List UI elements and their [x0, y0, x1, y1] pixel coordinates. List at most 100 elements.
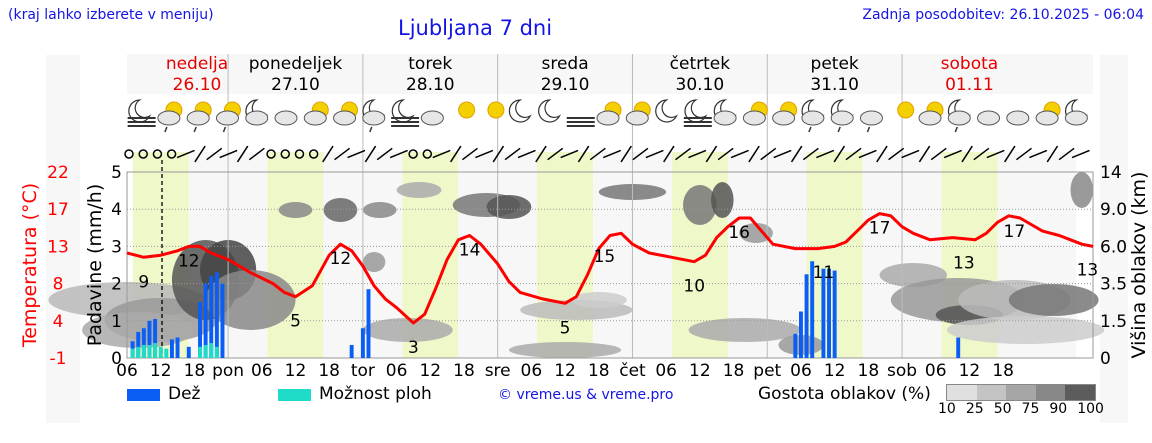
calm-wind-icon	[166, 149, 177, 159]
wind-barb-icon	[632, 147, 649, 161]
daylight-band	[536, 152, 594, 358]
shower-bar	[153, 343, 158, 358]
hour-tick: 12	[419, 361, 441, 381]
hour-tick: 18	[318, 361, 340, 381]
plot-border	[126, 171, 1094, 359]
wind-barb-icon	[802, 147, 819, 161]
rain-bar	[956, 337, 961, 358]
cloud-density-blob	[1008, 284, 1099, 316]
day-name: torek	[408, 54, 452, 74]
cloud-density-blob	[362, 202, 397, 218]
cloud-density-blob	[486, 195, 532, 219]
sun-cloud-icon	[333, 101, 359, 126]
hour-tick: 12	[285, 361, 307, 381]
rain-drop	[222, 126, 227, 133]
moon-shape	[684, 99, 708, 123]
scale-label: 100	[1077, 401, 1104, 417]
wind-barb-icon	[705, 145, 718, 163]
wind-barb-icon	[717, 147, 734, 161]
wind-barb-icon	[364, 145, 377, 163]
rain-bar	[366, 289, 371, 358]
sun-cloud-rain-icon	[157, 101, 183, 133]
temperature-label: 17	[869, 219, 891, 239]
hour-tick: 18	[184, 361, 206, 381]
precip-tick: 1	[111, 312, 122, 332]
rain-drop	[164, 126, 168, 133]
cloud-shape	[596, 110, 620, 126]
cloud-density-blob	[688, 318, 801, 342]
wind-barb-icon	[943, 149, 962, 159]
cloud-shape	[625, 110, 649, 126]
moon-icon	[508, 99, 532, 123]
cloud-density-legend-title: Gostota oblakov (%)	[758, 384, 931, 404]
rain-bar	[804, 274, 809, 358]
scale-label: 75	[1021, 401, 1040, 417]
rain-legend-label: Dež	[168, 384, 201, 404]
hint-text[interactable]: (kraj lahko izberete v meniju)	[8, 7, 214, 23]
wind-barb-icon	[663, 145, 675, 163]
page-title: Ljubljana 7 dni	[398, 16, 553, 40]
rain-bar	[198, 302, 202, 358]
temperature-label: 12	[330, 249, 352, 269]
wind-barb-icon	[347, 149, 366, 159]
moon-cloud-icon	[1064, 99, 1088, 126]
wind-barb-icon	[517, 149, 536, 159]
wind-barb-icon	[560, 149, 579, 159]
credit-link[interactable]: © vreme.us & vreme.pro	[498, 387, 674, 403]
rain-bar	[821, 268, 826, 358]
wind-barb-icon	[176, 149, 195, 159]
temperature-line	[126, 212, 1094, 325]
hour-tick: 06	[790, 361, 812, 381]
day-name: nedelja	[166, 54, 228, 74]
wind-barb-icon	[986, 149, 1005, 159]
rain-bar	[220, 283, 225, 358]
moon-shape	[391, 99, 415, 123]
cloud-shape	[801, 110, 825, 126]
cloud-shape	[333, 110, 357, 126]
day-abbrev-tick: sre	[485, 361, 511, 381]
moon-icon	[655, 99, 679, 123]
day-abbrev-tick: sob	[887, 361, 917, 381]
wind-barb-icon	[845, 147, 862, 161]
last-update-text: Zadnja posodobitev: 26.10.2025 - 06:04	[862, 7, 1144, 23]
calm-wind-icon	[308, 149, 319, 159]
precip-tick: 0	[111, 349, 122, 369]
temperature-axis-title: Temperatura (°C)	[19, 183, 41, 348]
day-name: petek	[811, 54, 859, 74]
temperature-label: 12	[178, 251, 200, 271]
hour-tick: 06	[386, 361, 408, 381]
shower-bar	[198, 346, 202, 358]
rain-bar	[186, 346, 191, 358]
wind-barb-icon	[645, 149, 664, 159]
shower-bar	[209, 343, 214, 358]
wind-barb-icon	[876, 145, 888, 163]
sun-cloud-icon	[1035, 101, 1061, 126]
temperature-label: 10	[683, 277, 705, 297]
day-date: 31.10	[810, 75, 859, 95]
wind-barb-icon	[790, 145, 803, 163]
rain-drop	[369, 126, 373, 133]
wind-barb-icon	[973, 147, 990, 161]
temperature-label: 11	[813, 263, 835, 283]
rain-bar	[209, 276, 214, 358]
wind-barb-icon	[1003, 145, 1016, 163]
wind-barb-icon	[930, 147, 947, 161]
day-date: 26.10	[173, 75, 222, 95]
moon-fog-icon	[127, 99, 156, 127]
sun-icon	[458, 101, 476, 119]
sun-cloud-icon	[772, 101, 798, 126]
day-date: 28.10	[406, 75, 455, 95]
shower-legend-swatch	[278, 389, 311, 401]
cloud-shape	[742, 110, 766, 126]
moon-fog-icon	[391, 99, 420, 127]
temperature-label: 3	[408, 338, 419, 358]
moon-shape	[128, 99, 152, 123]
moon-shape	[508, 99, 532, 123]
temperature-label: 9	[138, 272, 149, 292]
rain-bar	[175, 337, 180, 358]
moon-shape	[655, 99, 679, 123]
wind-barb-icon	[432, 149, 451, 159]
rain-legend-swatch	[127, 389, 160, 401]
cloud-shape	[772, 110, 796, 126]
cloud-shape	[918, 110, 942, 126]
